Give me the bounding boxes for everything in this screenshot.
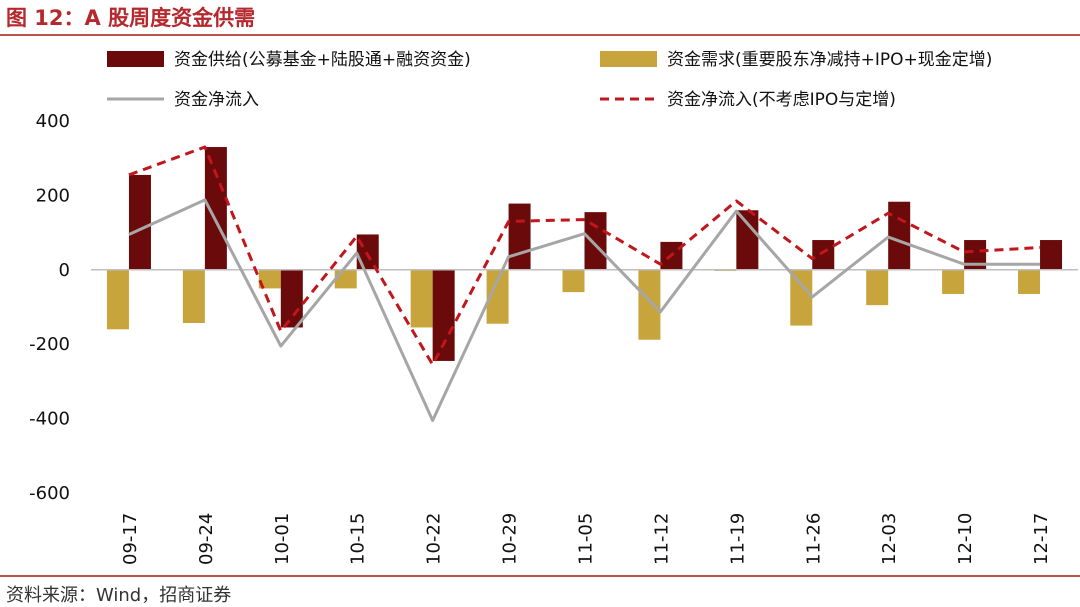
x-tick-label: 09-24: [196, 513, 217, 565]
legend-swatch-supply: [107, 51, 164, 67]
net-inflow-ex-line: [128, 145, 1041, 367]
supply-bar: [280, 269, 303, 328]
source-note: 资料来源：Wind，招商证券: [6, 585, 232, 606]
demand-bar: [410, 269, 433, 328]
source-divider: [0, 575, 1080, 577]
title-divider: [0, 34, 1080, 36]
supply-bar: [964, 240, 987, 270]
legend-label-net: 资金净流入: [174, 90, 259, 110]
supply-bar: [584, 212, 607, 270]
legend-swatch-demand: [600, 51, 657, 67]
x-tick-label: 12-17: [1031, 513, 1052, 565]
y-tick-label: 0: [59, 260, 70, 281]
legend-label-net-ex: 资金净流入(不考虑IPO与定增): [667, 90, 896, 110]
demand-bar: [106, 269, 129, 330]
lines: [128, 145, 1041, 422]
demand-bar: [182, 269, 205, 323]
demand-bar: [334, 269, 357, 289]
x-tick-label: 10-29: [500, 513, 521, 565]
supply-bar: [1040, 240, 1063, 270]
supply-bar: [432, 269, 455, 361]
demand-bar: [866, 269, 889, 306]
demand-bar: [638, 269, 661, 340]
y-axis: 400 200 0 -200 -400 -600: [29, 111, 70, 504]
demand-bars: [106, 269, 1041, 340]
x-axis: 09-17 09-24 10-01 10-15 10-22 10-29 11-05 11-12…: [120, 513, 1052, 565]
x-tick-label: 11-26: [803, 513, 824, 565]
y-tick-label: -200: [29, 334, 70, 355]
x-tick-label: 11-05: [576, 513, 597, 565]
demand-bar: [258, 269, 281, 289]
x-tick-label: 11-19: [727, 513, 748, 565]
demand-bar: [1018, 269, 1041, 294]
supply-bar: [888, 201, 911, 270]
supply-bar: [204, 147, 227, 270]
supply-bar: [128, 174, 151, 270]
demand-bar: [790, 269, 813, 326]
figure-title: 图 12：A 股周度资金供需: [6, 6, 256, 30]
x-tick-label: 11-12: [651, 513, 672, 565]
chart: 资金供给(公募基金+陆股通+融资资金) 资金需求(重要股东净减持+IPO+现金定…: [29, 50, 1078, 565]
legend-label-supply: 资金供给(公募基金+陆股通+融资资金): [174, 50, 471, 70]
y-tick-label: -400: [29, 409, 70, 430]
supply-bars: [128, 147, 1063, 361]
x-tick-label: 12-03: [879, 513, 900, 565]
y-tick-label: 200: [36, 185, 70, 206]
x-tick-label: 10-15: [348, 513, 369, 565]
legend: 资金供给(公募基金+陆股通+融资资金) 资金需求(重要股东净减持+IPO+现金定…: [107, 50, 992, 110]
x-tick-label: 10-01: [272, 513, 293, 565]
x-tick-label: 12-10: [955, 513, 976, 565]
net-inflow-line: [128, 198, 1041, 422]
supply-bar: [508, 203, 531, 270]
demand-bar: [486, 269, 509, 324]
supply-bar: [812, 240, 835, 270]
supply-bar: [736, 210, 759, 270]
x-tick-label: 09-17: [120, 513, 141, 565]
y-tick-label: -600: [29, 483, 70, 504]
y-tick-label: 400: [36, 111, 70, 132]
demand-bar: [562, 269, 585, 293]
legend-label-demand: 资金需求(重要股东净减持+IPO+现金定增): [667, 50, 992, 70]
demand-bar: [942, 269, 965, 294]
x-tick-label: 10-22: [424, 513, 445, 565]
